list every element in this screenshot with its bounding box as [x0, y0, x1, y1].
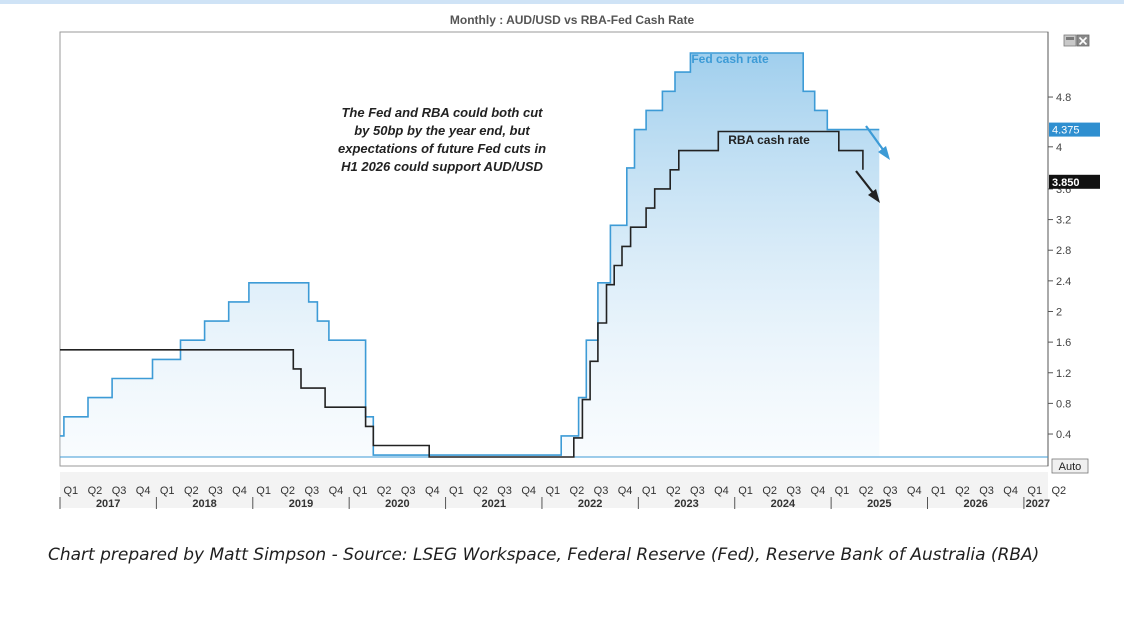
x-quarter-label: Q1	[64, 485, 79, 497]
x-quarter-label: Q1	[1027, 485, 1042, 497]
rba-last-value-badge	[1049, 174, 1100, 189]
chart-panel: Monthly : AUD/USD vs RBA-Fed Cash Rate 0…	[44, 6, 1100, 512]
x-quarter-label: Q4	[811, 485, 826, 497]
x-quarter-label: Q2	[280, 485, 295, 497]
x-quarter-label: Q2	[570, 485, 585, 497]
x-quarter-label: Q3	[690, 485, 705, 497]
x-quarter-label: Q2	[473, 485, 488, 497]
rba-last-value-label: 3.850	[1052, 177, 1080, 189]
x-quarter-label: Q1	[642, 485, 657, 497]
fed-last-value-label: 4.375	[1052, 125, 1080, 137]
x-quarter-label: Q1	[449, 485, 464, 497]
x-quarter-label: Q3	[786, 485, 801, 497]
chart-caption: Chart prepared by Matt Simpson - Source:…	[48, 545, 1040, 565]
x-year-label: 2019	[289, 498, 313, 510]
x-quarter-label: Q1	[256, 485, 271, 497]
x-quarter-label: Q1	[931, 485, 946, 497]
x-quarter-label: Q2	[762, 485, 777, 497]
x-quarter-label: Q3	[594, 485, 609, 497]
callout-line-3: expectations of future Fed cuts in	[338, 141, 546, 156]
chart-svg: Monthly : AUD/USD vs RBA-Fed Cash Rate 0…	[59, 13, 1100, 510]
x-year-label: 2022	[578, 498, 602, 510]
fed-last-value-badge	[1049, 122, 1100, 137]
callout-line-2: by 50bp by the year end, but	[354, 123, 530, 138]
x-quarter-label: Q3	[208, 485, 223, 497]
y-tick-label: 2.4	[1056, 276, 1071, 288]
x-year-label: 2024	[771, 498, 796, 510]
callout-annotation: The Fed and RBA could both cut by 50bp b…	[338, 105, 546, 174]
x-quarter-label: Q4	[232, 485, 247, 497]
x-year-label: 2020	[385, 498, 409, 510]
x-year-label: 2025	[867, 498, 891, 510]
x-quarter-label: Q4	[907, 485, 922, 497]
x-axis-band	[60, 472, 1048, 508]
x-quarter-label: Q3	[112, 485, 127, 497]
x-year-label: 2021	[482, 498, 506, 510]
y-tick-label: 1.6	[1056, 337, 1071, 349]
x-quarter-label: Q2	[859, 485, 874, 497]
y-tick-label: 2	[1056, 306, 1062, 318]
y-tick-label: 2.8	[1056, 245, 1071, 257]
x-quarter-label: Q4	[618, 485, 633, 497]
y-tick-label: 0.8	[1056, 398, 1071, 410]
chart-options-icon[interactable]	[1063, 34, 1077, 47]
x-quarter-label: Q1	[160, 485, 175, 497]
x-quarter-label: Q4	[329, 485, 344, 497]
x-quarter-label: Q4	[521, 485, 536, 497]
y-tick-label: 0.4	[1056, 429, 1071, 441]
axis-mode-button[interactable]: Auto	[1051, 458, 1089, 474]
x-quarter-label: Q4	[136, 485, 151, 497]
rba-projection-arrow	[855, 170, 880, 203]
x-quarter-label: Q3	[497, 485, 512, 497]
x-year-label: 2023	[674, 498, 698, 510]
fed-cash-rate-line	[60, 52, 880, 456]
rba-cash-rate-line	[60, 130, 864, 458]
x-quarter-label: Q2	[666, 485, 681, 497]
x-quarter-label: Q2	[955, 485, 970, 497]
x-year-label: 2017	[96, 498, 120, 510]
y-tick-label: 1.2	[1056, 368, 1071, 380]
rba-series-label: RBA cash rate	[728, 133, 810, 147]
x-quarter-label: Q2	[184, 485, 199, 497]
x-quarter-label: Q3	[401, 485, 416, 497]
x-year-label: 2018	[192, 498, 216, 510]
x-quarter-label: Q4	[1003, 485, 1018, 497]
x-year-label: 2027	[1026, 498, 1050, 510]
x-quarter-label: Q4	[425, 485, 440, 497]
x-year-label: 2026	[963, 498, 987, 510]
x-quarter-label: Q2	[1052, 485, 1067, 497]
fed-area-fill	[60, 53, 880, 457]
fed-projection-arrow	[865, 125, 890, 160]
x-quarter-label: Q3	[979, 485, 994, 497]
callout-line-1: The Fed and RBA could both cut	[341, 105, 543, 120]
y-tick-label: 4	[1056, 142, 1062, 154]
x-quarter-label: Q4	[714, 485, 729, 497]
x-quarter-label: Q3	[883, 485, 898, 497]
x-quarter-label: Q2	[377, 485, 392, 497]
close-chart-icon[interactable]	[1076, 34, 1090, 47]
x-quarter-label: Q1	[835, 485, 850, 497]
fed-series-label: Fed cash rate	[691, 52, 769, 66]
y-tick-label: 4.8	[1056, 92, 1071, 104]
y-tick-label: 3.2	[1056, 215, 1071, 227]
x-quarter-label: Q1	[738, 485, 753, 497]
top-accent-bar	[0, 0, 1124, 4]
x-quarter-label: Q1	[545, 485, 560, 497]
x-quarter-label: Q1	[353, 485, 368, 497]
x-quarter-label: Q3	[304, 485, 319, 497]
callout-line-4: H1 2026 could support AUD/USD	[341, 159, 543, 174]
chart-title: Monthly : AUD/USD vs RBA-Fed Cash Rate	[450, 13, 695, 27]
x-quarter-label: Q2	[88, 485, 103, 497]
axis-mode-label: Auto	[1059, 461, 1082, 473]
